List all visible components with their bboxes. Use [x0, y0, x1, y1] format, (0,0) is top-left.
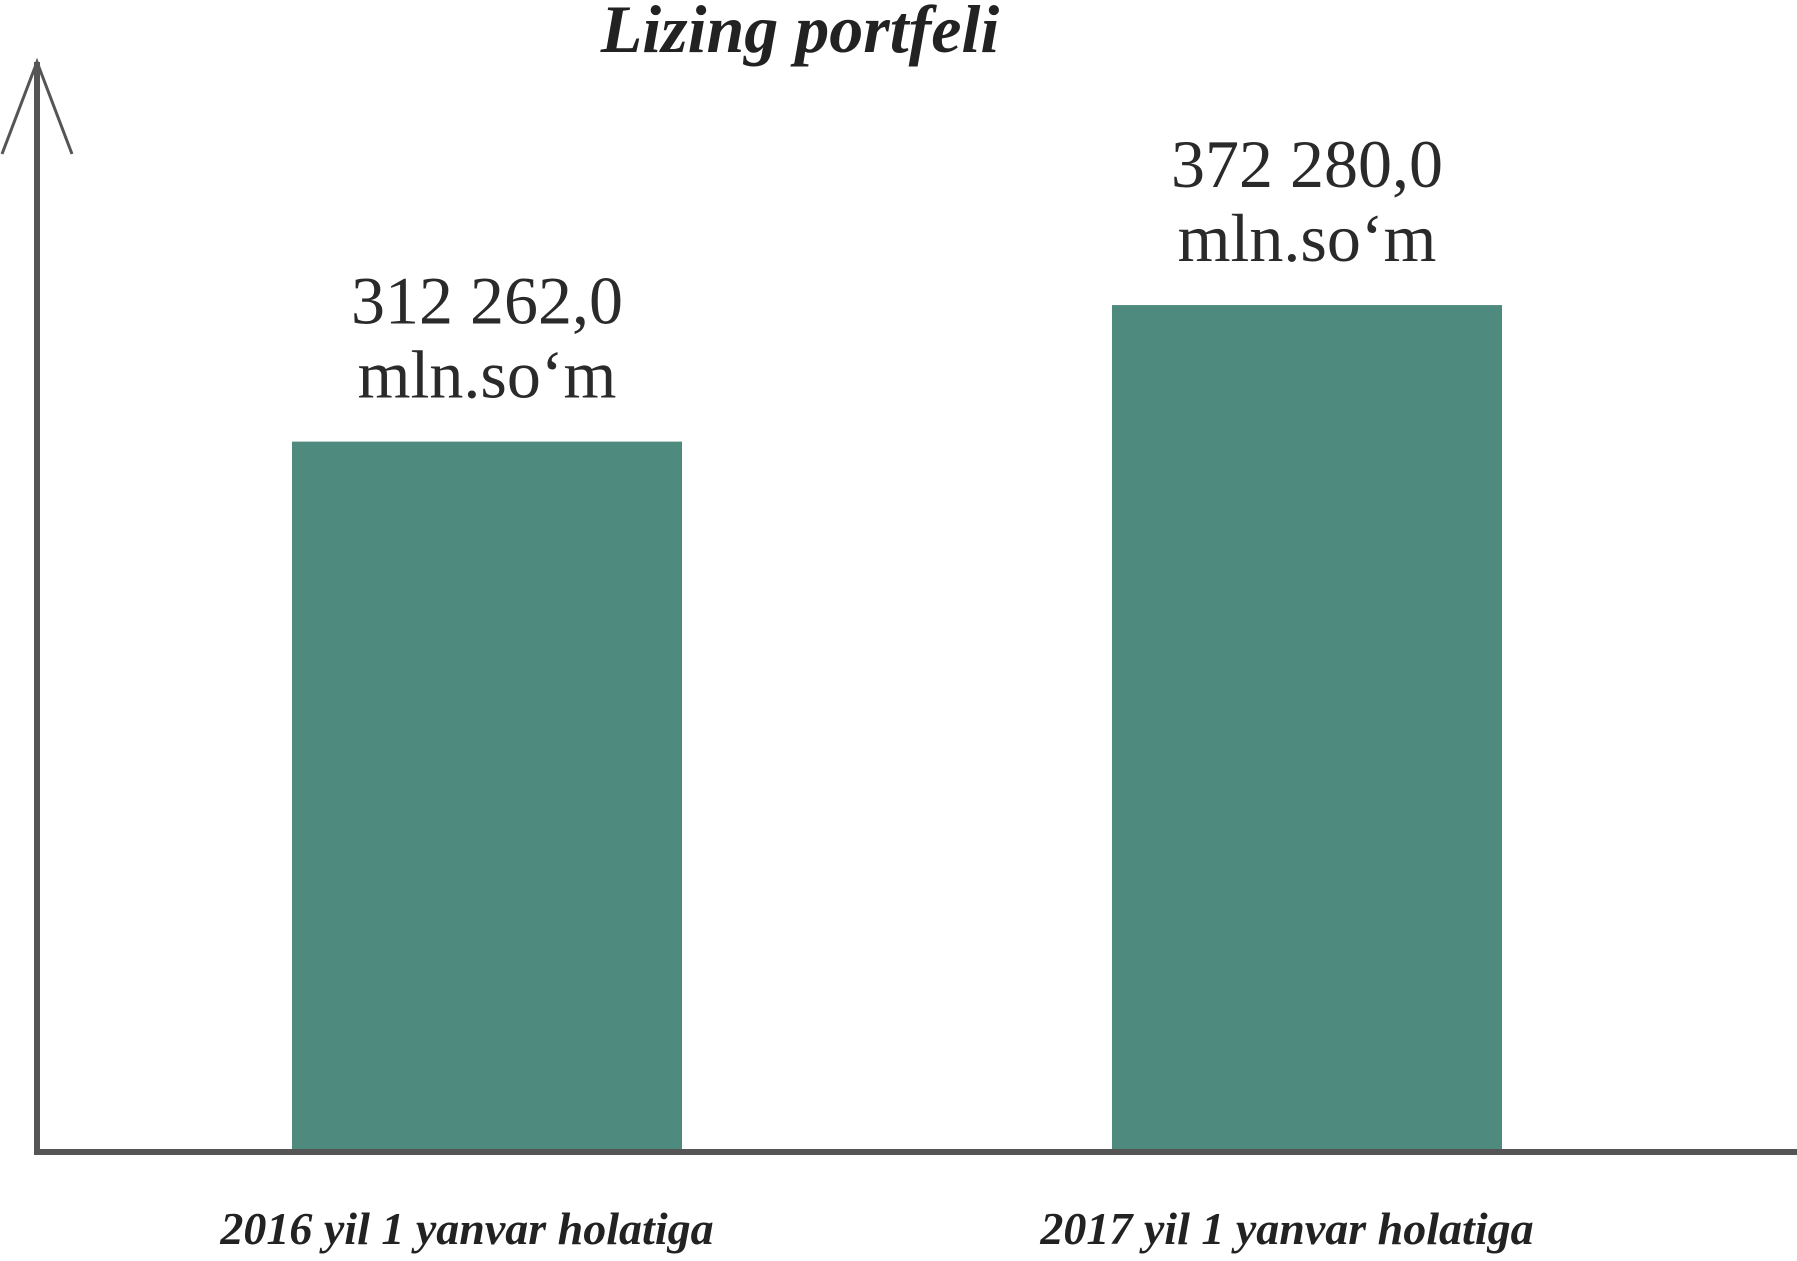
chart-title: Lizing portfeli — [600, 0, 1000, 67]
bar-2 — [1112, 305, 1502, 1152]
bars-layer — [292, 305, 1502, 1152]
y-axis-arrow-icon — [0, 57, 74, 155]
data-label-1-line-1: 312 262,0 — [351, 263, 623, 339]
axes-layer — [0, 57, 1797, 1155]
data-label-2-line-1: 372 280,0 — [1171, 126, 1443, 202]
data-label-1-line-2: mln.so‘m — [358, 337, 617, 413]
bar-1 — [292, 441, 682, 1152]
data-label-2-line-2: mln.so‘m — [1178, 200, 1437, 276]
category-label-2: 2017 yil 1 yanvar holatiga — [1039, 1203, 1533, 1254]
category-label-1: 2016 yil 1 yanvar holatiga — [219, 1203, 713, 1254]
